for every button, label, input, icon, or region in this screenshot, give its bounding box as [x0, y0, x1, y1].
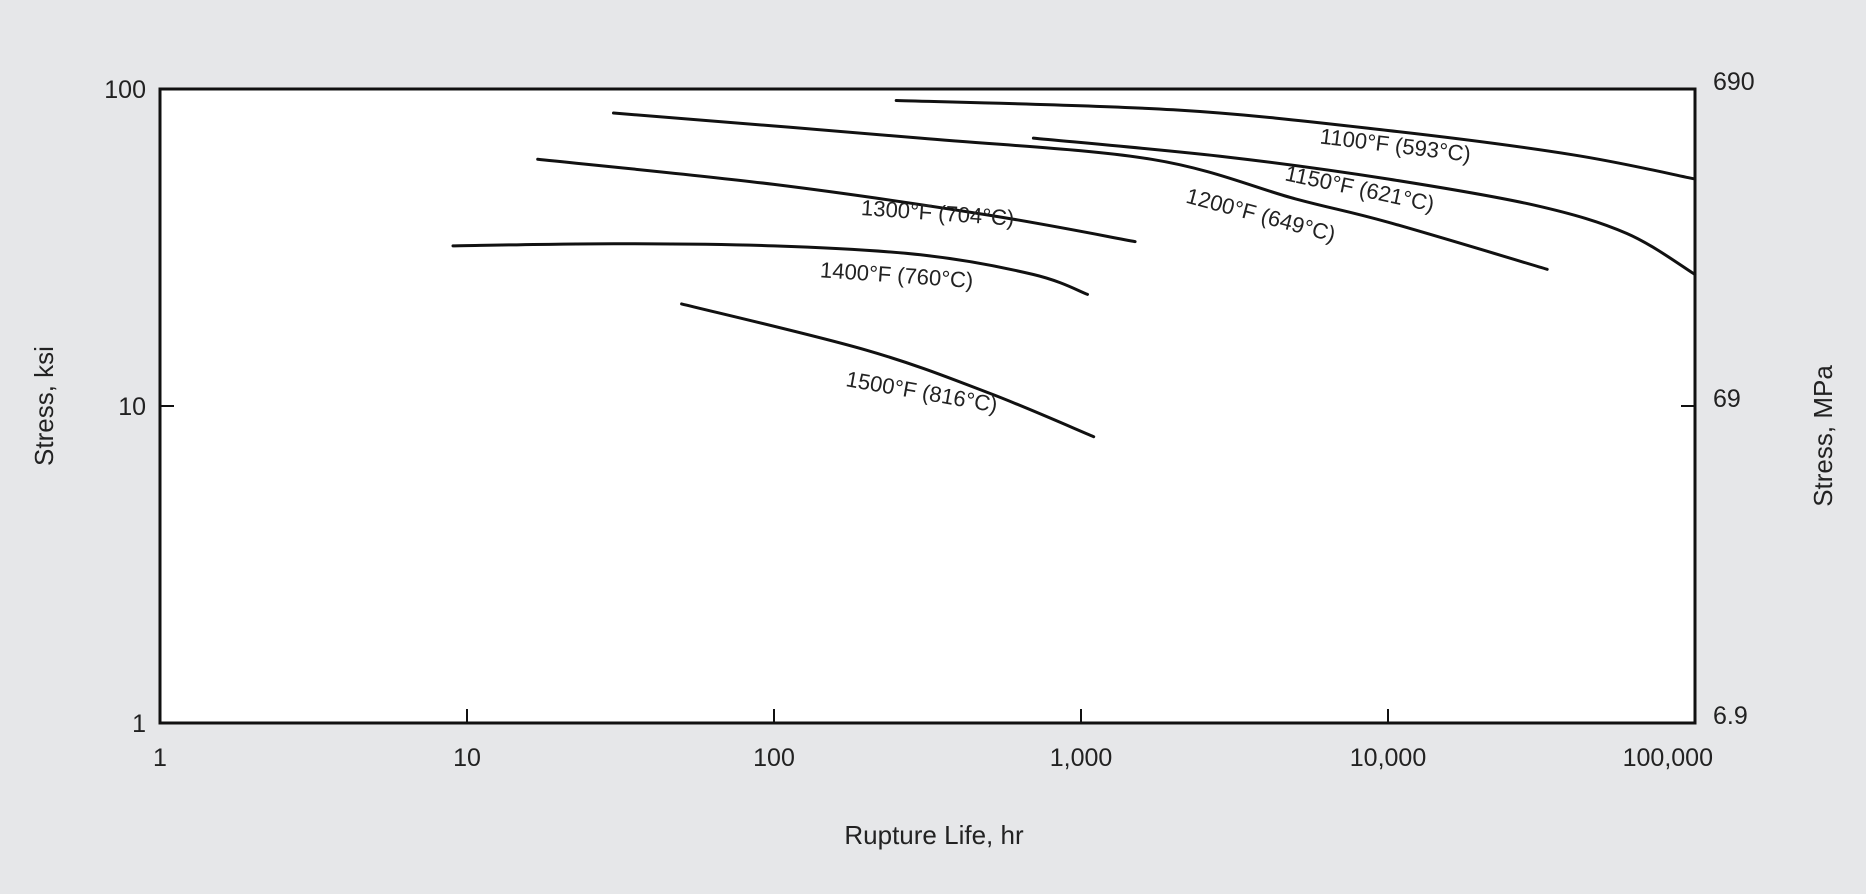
series-curve-1500-f-816-c	[680, 302, 1096, 439]
x-tick-label: 10	[453, 744, 481, 772]
series-curve-1200-f-649-c	[612, 111, 1549, 271]
y2-tick-label: 6.9	[1713, 702, 1748, 730]
x-tick-label: 100	[753, 744, 795, 772]
series-curve-1150-f-621-c	[1031, 136, 1697, 276]
y2-tick-label: 69	[1713, 385, 1741, 413]
x-axis-label: Rupture Life, hr	[844, 820, 1024, 850]
plot-area	[158, 87, 1697, 725]
x-tick-label: 1,000	[1050, 744, 1113, 772]
y2-axis-label: Stress, MPa	[1808, 365, 1838, 507]
x-tick-label: 100,000	[1623, 744, 1713, 772]
x-tick-label: 10,000	[1350, 744, 1426, 772]
y-axis-label: Stress, ksi	[29, 346, 59, 466]
y-tick-label: 1	[132, 710, 146, 738]
y2-axis-ticks: 6.9 69 690	[1681, 68, 1755, 730]
y-tick-label: 10	[118, 393, 146, 421]
y2-tick-label: 690	[1713, 68, 1755, 96]
series-curve-1400-f-760-c	[451, 242, 1089, 296]
series-curves	[451, 99, 1697, 439]
x-tick-label: 1	[153, 744, 167, 772]
x-axis-ticks: 1 10 100 1,000 10,000 100,000	[153, 709, 1713, 772]
y-tick-label: 100	[104, 76, 146, 104]
series-curve-1100-f-593-c	[894, 99, 1697, 181]
series-curve-1300-f-704-c	[536, 157, 1137, 244]
y-axis-ticks: 1 10 100	[104, 76, 174, 738]
